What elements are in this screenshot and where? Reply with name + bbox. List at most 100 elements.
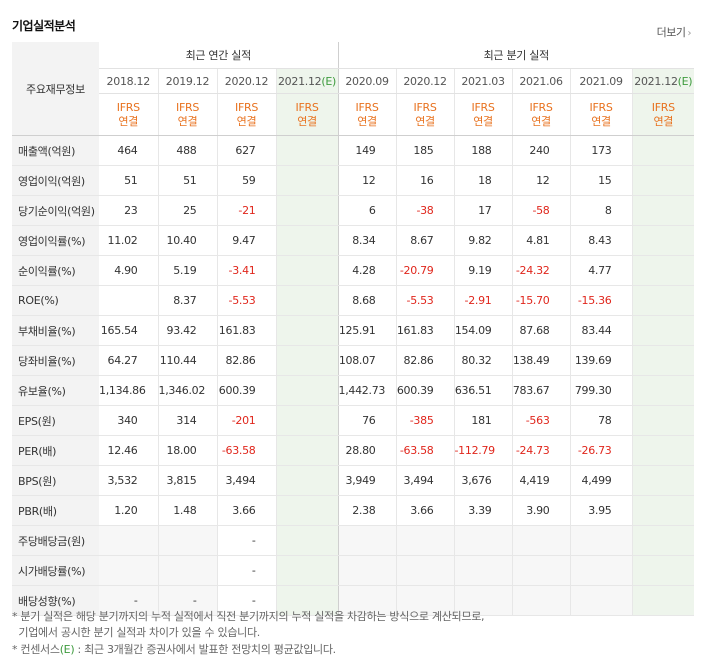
- ifrs-label: IFRS: [471, 100, 495, 114]
- table-row: 주당배당금(원) -: [12, 525, 695, 556]
- value-cell: 188: [453, 135, 513, 166]
- consolidated-label: 연결: [591, 114, 611, 128]
- row-label: BPS(원): [12, 465, 99, 496]
- date-label: 2021.12: [277, 74, 322, 88]
- value-cell: 25: [157, 195, 217, 226]
- value-cell: 5.19: [157, 255, 217, 286]
- value-cell: [395, 555, 455, 586]
- value-cell: 2.38: [337, 495, 397, 526]
- value-cell: 82.86: [216, 345, 276, 376]
- table-row: ROE(%) 8.37 -5.53 8.68 -5.53 -2.91 -15.70 -15.3…: [12, 285, 695, 316]
- estimate-mark: (E): [321, 74, 337, 88]
- value-cell: 9.82: [453, 225, 513, 256]
- value-cell: [275, 225, 339, 256]
- value-cell: 51: [99, 165, 158, 196]
- value-cell: 783.67: [511, 375, 571, 406]
- footnote-2: 기업에서 공시한 분기 실적과 차이가 있을 수 있습니다.: [12, 626, 261, 639]
- ifrs-label: IFRS: [589, 100, 613, 114]
- table-row: 순이익률(%) 4.90 5.19 -3.41 4.28 -20.79 9.19 -24.32…: [12, 255, 695, 286]
- value-cell: [511, 525, 571, 556]
- value-cell: 76: [337, 405, 397, 436]
- value-cell: 139.69: [569, 345, 633, 376]
- table-row: 시가배당률(%) -: [12, 555, 695, 586]
- table-row: 당기순이익(억원) 23 25 -21 6 -38 17 -58 8: [12, 195, 695, 226]
- value-cell: -26.73: [569, 435, 633, 466]
- row-label: 주당배당금(원): [12, 525, 99, 556]
- value-cell: 4,419: [511, 465, 571, 496]
- consolidated-label: 연결: [653, 114, 674, 128]
- value-cell: [395, 585, 455, 616]
- value-cell: 78: [569, 405, 633, 436]
- value-cell: [275, 585, 339, 616]
- more-link[interactable]: 더보기 ›: [657, 24, 692, 40]
- ifrs-header: IFRS 연결: [216, 93, 276, 136]
- value-cell: 83.44: [569, 315, 633, 346]
- row-label: 영업이익(억원): [12, 165, 99, 196]
- value-cell: 28.80: [337, 435, 397, 466]
- row-label: PER(배): [12, 435, 99, 466]
- table-row: EPS(원) 340 314 -201 76 -385 181 -563 78: [12, 405, 695, 436]
- row-label: 매출액(억원): [12, 135, 99, 166]
- date-label: 2021.12: [634, 74, 678, 88]
- value-cell: 8.68: [337, 285, 397, 316]
- ifrs-header: IFRS 연결: [395, 93, 455, 136]
- value-cell: 18: [453, 165, 513, 196]
- date-header: 2021.12(E): [275, 68, 339, 94]
- ifrs-label: IFRS: [651, 100, 675, 114]
- value-cell: 600.39: [395, 375, 455, 406]
- ifrs-header: IFRS 연결: [275, 93, 339, 136]
- value-cell: 125.91: [337, 315, 397, 346]
- row-header: 주요재무정보: [12, 42, 99, 136]
- value-cell: 240: [511, 135, 571, 166]
- table-row: 영업이익(억원) 51 51 59 12 16 18 12 15: [12, 165, 695, 196]
- value-cell: -112.79: [453, 435, 513, 466]
- table-row: 유보율(%) 1,134.86 1,346.02 600.39 1,442.73 600.…: [12, 375, 695, 406]
- value-cell: 8.43: [569, 225, 633, 256]
- value-cell: [631, 495, 695, 526]
- value-cell: [453, 525, 513, 556]
- value-cell: -2.91: [453, 285, 513, 316]
- value-cell: [337, 555, 397, 586]
- row-label: ROE(%): [12, 285, 99, 316]
- value-cell: -: [216, 555, 276, 586]
- value-cell: 11.02: [99, 225, 158, 256]
- value-cell: -38: [395, 195, 455, 226]
- ifrs-header: IFRS 연결: [99, 93, 158, 136]
- value-cell: 3,494: [216, 465, 276, 496]
- date-header: 2021.09: [569, 68, 633, 94]
- value-cell: [631, 135, 695, 166]
- table-row: 매출액(억원) 464 488 627 149 185 188 240 173: [12, 135, 695, 166]
- value-cell: -5.53: [216, 285, 276, 316]
- row-label: 유보율(%): [12, 375, 99, 406]
- value-cell: 314: [157, 405, 217, 436]
- value-cell: -15.70: [511, 285, 571, 316]
- row-label: EPS(원): [12, 405, 99, 436]
- ifrs-label: IFRS: [355, 100, 379, 114]
- value-cell: 3,494: [395, 465, 455, 496]
- value-cell: -563: [511, 405, 571, 436]
- consolidated-label: 연결: [177, 114, 198, 128]
- value-cell: -21: [216, 195, 276, 226]
- ifrs-label: IFRS: [413, 100, 437, 114]
- footnote-3: * 컨센서스(E) : 최근 3개월간 증권사에서 발표한 전망치의 평균값입니…: [12, 643, 336, 656]
- value-cell: 18.00: [157, 435, 217, 466]
- value-cell: 1,442.73: [337, 375, 397, 406]
- value-cell: 1.20: [99, 495, 158, 526]
- value-cell: -: [99, 585, 158, 616]
- value-cell: 3,532: [99, 465, 158, 496]
- ifrs-label: IFRS: [529, 100, 553, 114]
- value-cell: 4.77: [569, 255, 633, 286]
- value-cell: [99, 285, 158, 316]
- value-cell: 464: [99, 135, 158, 166]
- value-cell: [395, 525, 455, 556]
- value-cell: [453, 555, 513, 586]
- value-cell: 59: [216, 165, 276, 196]
- consolidated-label: 연결: [473, 114, 493, 128]
- value-cell: 3,949: [337, 465, 397, 496]
- value-cell: 12: [511, 165, 571, 196]
- value-cell: [275, 345, 339, 376]
- value-cell: [275, 285, 339, 316]
- value-cell: [275, 255, 339, 286]
- value-cell: -3.41: [216, 255, 276, 286]
